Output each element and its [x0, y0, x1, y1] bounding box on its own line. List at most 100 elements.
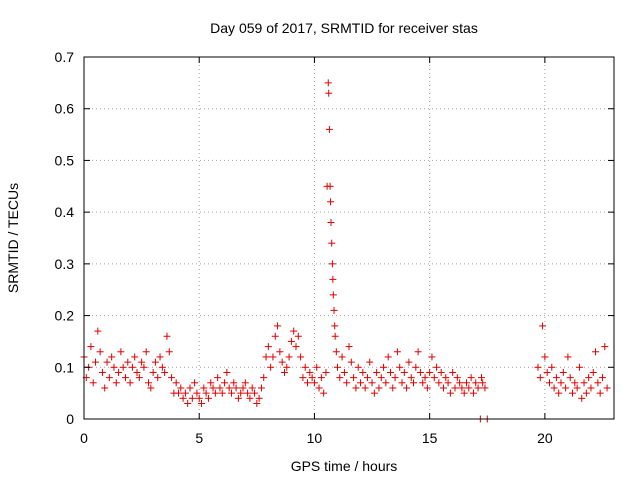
data-point — [370, 389, 378, 397]
data-point — [328, 239, 336, 247]
data-point — [352, 384, 360, 392]
x-tick-label: 20 — [537, 430, 553, 446]
data-point — [142, 348, 150, 356]
data-point — [230, 379, 238, 387]
data-point — [557, 379, 565, 387]
y-tick-label: 0.1 — [55, 359, 75, 375]
data-point — [412, 363, 420, 371]
data-point — [98, 368, 106, 376]
data-point — [223, 368, 231, 376]
data-point — [391, 374, 399, 382]
data-point — [340, 368, 348, 376]
data-point — [566, 374, 574, 382]
data-point — [262, 353, 270, 361]
data-point — [414, 348, 422, 356]
data-point — [328, 260, 336, 268]
y-tick-label: 0.6 — [55, 101, 75, 117]
data-point — [598, 374, 606, 382]
data-point — [278, 358, 286, 366]
data-point — [239, 384, 247, 392]
data-point — [207, 379, 215, 387]
data-point — [301, 363, 309, 371]
data-point — [354, 363, 362, 371]
data-point — [191, 379, 199, 387]
data-point — [317, 374, 325, 382]
data-point — [294, 332, 302, 340]
data-point — [105, 374, 113, 382]
data-point — [467, 374, 475, 382]
data-point — [246, 394, 254, 402]
data-point — [331, 322, 339, 330]
data-point — [87, 343, 95, 351]
data-point — [287, 337, 295, 345]
data-point — [366, 358, 374, 366]
data-point — [463, 379, 471, 387]
data-point — [161, 368, 169, 376]
data-point — [251, 389, 259, 397]
data-point — [592, 348, 600, 356]
data-point — [562, 384, 570, 392]
data-point — [276, 348, 284, 356]
data-point — [403, 384, 411, 392]
data-point — [326, 182, 334, 190]
data-point — [375, 384, 383, 392]
data-point — [218, 389, 226, 397]
data-point — [373, 368, 381, 376]
data-point — [377, 374, 385, 382]
data-point — [297, 353, 305, 361]
data-point — [580, 379, 588, 387]
data-point — [101, 384, 109, 392]
data-point — [145, 379, 153, 387]
data-point — [253, 399, 261, 407]
data-point — [446, 389, 454, 397]
data-point — [428, 353, 436, 361]
data-point — [227, 389, 235, 397]
data-point — [156, 353, 164, 361]
data-point — [234, 394, 242, 402]
data-point — [439, 384, 447, 392]
data-point — [241, 379, 249, 387]
data-point — [172, 379, 180, 387]
data-point — [343, 379, 351, 387]
data-point — [327, 198, 335, 206]
data-point — [216, 384, 224, 392]
data-point — [151, 358, 159, 366]
data-point — [135, 374, 143, 382]
data-point — [550, 384, 558, 392]
y-axis-title: SRMTID / TECUs — [5, 183, 21, 293]
data-point — [163, 332, 171, 340]
data-point — [221, 379, 229, 387]
data-point — [325, 89, 333, 97]
data-point — [419, 379, 427, 387]
data-point — [536, 374, 544, 382]
y-tick-label: 0.5 — [55, 152, 75, 168]
data-point — [131, 353, 139, 361]
data-point — [260, 374, 268, 382]
data-point — [121, 374, 129, 382]
data-point — [478, 374, 485, 382]
data-point — [569, 389, 577, 397]
data-point — [338, 353, 346, 361]
data-point — [119, 363, 127, 371]
data-point — [237, 389, 245, 397]
data-point — [324, 79, 332, 87]
data-point — [225, 384, 233, 392]
data-point — [453, 374, 461, 382]
data-point — [195, 394, 203, 402]
data-point — [564, 353, 572, 361]
data-point — [472, 379, 480, 387]
data-point — [389, 384, 397, 392]
x-axis-title: GPS time / hours — [291, 458, 398, 474]
data-point — [603, 384, 611, 392]
data-point — [601, 343, 609, 351]
grid — [84, 57, 614, 419]
data-point — [416, 368, 424, 376]
data-point — [269, 353, 277, 361]
x-tick-label: 15 — [422, 430, 438, 446]
data-point — [548, 363, 556, 371]
data-point — [165, 348, 173, 356]
data-point — [133, 368, 141, 376]
data-point — [255, 394, 263, 402]
data-point — [330, 306, 338, 314]
